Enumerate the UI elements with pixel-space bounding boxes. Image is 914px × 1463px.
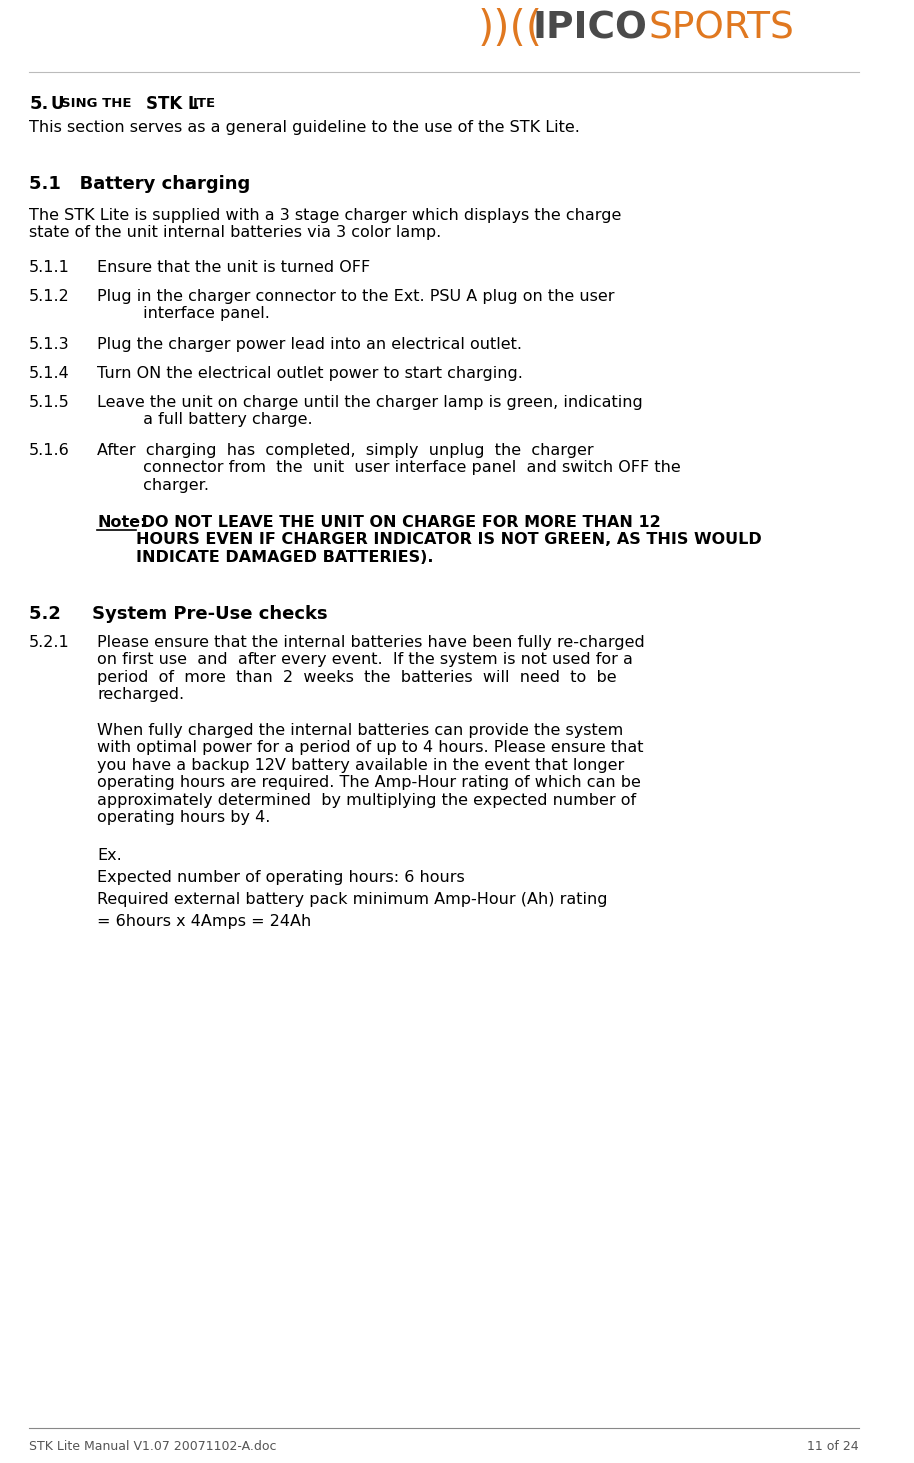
Text: 5.2     System Pre-Use checks: 5.2 System Pre-Use checks xyxy=(29,606,328,623)
Text: Required external battery pack minimum Amp-Hour (Ah) rating: Required external battery pack minimum A… xyxy=(97,892,608,907)
Text: 5.1.6: 5.1.6 xyxy=(29,443,69,458)
Text: SING THE: SING THE xyxy=(61,97,136,110)
Text: IPICO: IPICO xyxy=(533,10,647,45)
Text: When fully charged the internal batteries can provide the system
with optimal po: When fully charged the internal batterie… xyxy=(97,723,643,825)
Text: ITE: ITE xyxy=(192,97,216,110)
Text: = 6hours x 4Amps = 24Ah: = 6hours x 4Amps = 24Ah xyxy=(97,914,312,929)
Text: 5.1.3: 5.1.3 xyxy=(29,336,69,353)
Text: 11 of 24: 11 of 24 xyxy=(807,1440,859,1453)
Text: STK L: STK L xyxy=(145,95,198,113)
Text: ))((: ))(( xyxy=(478,7,543,50)
Text: Plug in the charger connector to the Ext. PSU A plug on the user
         interf: Plug in the charger connector to the Ext… xyxy=(97,290,615,322)
Text: Please ensure that the internal batteries have been fully re-charged
on first us: Please ensure that the internal batterie… xyxy=(97,635,645,702)
Text: Plug the charger power lead into an electrical outlet.: Plug the charger power lead into an elec… xyxy=(97,336,522,353)
Text: 5.1.2: 5.1.2 xyxy=(29,290,69,304)
Text: Expected number of operating hours: 6 hours: Expected number of operating hours: 6 ho… xyxy=(97,870,465,885)
Text: This section serves as a general guideline to the use of the STK Lite.: This section serves as a general guideli… xyxy=(29,120,580,135)
Text: After  charging  has  completed,  simply  unplug  the  charger
         connecto: After charging has completed, simply unp… xyxy=(97,443,681,493)
Text: 5.1.1: 5.1.1 xyxy=(29,260,70,275)
Text: 5.1.5: 5.1.5 xyxy=(29,395,69,410)
Text: Leave the unit on charge until the charger lamp is green, indicating
         a : Leave the unit on charge until the charg… xyxy=(97,395,643,427)
Text: STK Lite Manual V1.07 20071102-A.doc: STK Lite Manual V1.07 20071102-A.doc xyxy=(29,1440,277,1453)
Text: The STK Lite is supplied with a 3 stage charger which displays the charge
state : The STK Lite is supplied with a 3 stage … xyxy=(29,208,622,240)
Text: 5.: 5. xyxy=(29,95,48,113)
Text: 5.2.1: 5.2.1 xyxy=(29,635,69,650)
Text: SPORTS: SPORTS xyxy=(648,10,794,45)
Text: 5.1.4: 5.1.4 xyxy=(29,366,69,380)
Text: Ensure that the unit is turned OFF: Ensure that the unit is turned OFF xyxy=(97,260,370,275)
Text: DO NOT LEAVE THE UNIT ON CHARGE FOR MORE THAN 12
HOURS EVEN IF CHARGER INDICATOR: DO NOT LEAVE THE UNIT ON CHARGE FOR MORE… xyxy=(136,515,761,565)
Text: U: U xyxy=(50,95,64,113)
Text: Note:: Note: xyxy=(97,515,146,530)
Text: 5.1   Battery charging: 5.1 Battery charging xyxy=(29,176,250,193)
Text: Ex.: Ex. xyxy=(97,849,122,863)
Text: Turn ON the electrical outlet power to start charging.: Turn ON the electrical outlet power to s… xyxy=(97,366,523,380)
